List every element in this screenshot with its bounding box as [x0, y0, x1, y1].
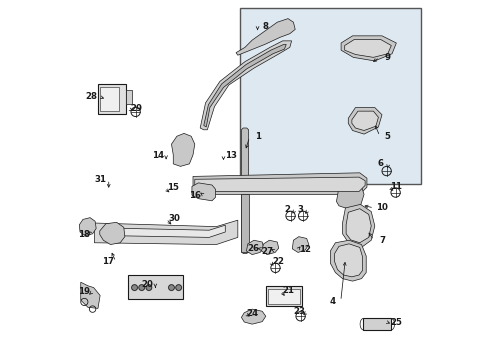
- Text: 12: 12: [299, 246, 311, 255]
- Text: 20: 20: [142, 280, 153, 289]
- Bar: [364, 319, 392, 330]
- Bar: [128, 275, 183, 299]
- Text: 10: 10: [376, 203, 388, 212]
- Text: 5: 5: [385, 132, 391, 141]
- Text: 26: 26: [247, 244, 259, 253]
- Text: 28: 28: [86, 92, 98, 101]
- Text: 15: 15: [167, 183, 178, 192]
- Text: 24: 24: [247, 309, 259, 318]
- Text: 16: 16: [190, 190, 201, 199]
- Polygon shape: [195, 177, 365, 192]
- Text: 9: 9: [385, 53, 391, 62]
- Circle shape: [132, 285, 137, 291]
- Polygon shape: [242, 309, 266, 324]
- Polygon shape: [262, 240, 279, 255]
- Polygon shape: [346, 209, 371, 243]
- Polygon shape: [200, 41, 292, 130]
- Text: 23: 23: [294, 307, 305, 316]
- Polygon shape: [335, 244, 363, 277]
- Text: 22: 22: [272, 257, 284, 266]
- Bar: [100, 87, 119, 111]
- Circle shape: [139, 285, 145, 291]
- Polygon shape: [344, 40, 392, 57]
- Polygon shape: [341, 36, 396, 61]
- Bar: [126, 90, 132, 104]
- Polygon shape: [337, 180, 364, 210]
- Polygon shape: [79, 218, 96, 235]
- Polygon shape: [81, 282, 100, 309]
- Text: 25: 25: [391, 318, 402, 327]
- Polygon shape: [293, 237, 309, 252]
- Text: 19: 19: [78, 287, 90, 296]
- Bar: [98, 84, 126, 114]
- Text: 13: 13: [225, 151, 237, 160]
- Polygon shape: [246, 240, 264, 255]
- Polygon shape: [204, 44, 286, 127]
- Text: 18: 18: [78, 230, 90, 239]
- Text: 30: 30: [168, 214, 180, 223]
- Bar: [268, 289, 299, 304]
- Text: 21: 21: [283, 286, 295, 295]
- Polygon shape: [348, 108, 382, 134]
- Text: 11: 11: [391, 182, 402, 191]
- Polygon shape: [192, 183, 216, 201]
- Polygon shape: [330, 240, 366, 281]
- Polygon shape: [236, 19, 295, 55]
- Polygon shape: [352, 111, 378, 131]
- Polygon shape: [193, 173, 367, 194]
- Circle shape: [176, 285, 181, 291]
- Text: 3: 3: [297, 205, 304, 214]
- Polygon shape: [242, 194, 248, 252]
- Text: 8: 8: [263, 22, 269, 31]
- Circle shape: [169, 285, 174, 291]
- Text: 27: 27: [261, 247, 273, 256]
- Text: 6: 6: [378, 159, 384, 168]
- Polygon shape: [172, 134, 195, 166]
- Bar: [266, 286, 302, 306]
- Text: 4: 4: [330, 297, 336, 306]
- Text: 1: 1: [254, 132, 261, 141]
- Text: 17: 17: [102, 257, 114, 266]
- Circle shape: [146, 285, 152, 291]
- Text: 29: 29: [131, 104, 143, 113]
- Polygon shape: [109, 225, 225, 237]
- FancyBboxPatch shape: [240, 8, 421, 184]
- Text: 2: 2: [284, 205, 290, 214]
- Polygon shape: [100, 222, 125, 244]
- Polygon shape: [343, 204, 375, 248]
- Polygon shape: [95, 220, 238, 244]
- Polygon shape: [242, 128, 248, 253]
- Text: 14: 14: [152, 151, 164, 160]
- Text: 7: 7: [379, 236, 385, 245]
- Text: 31: 31: [95, 175, 107, 184]
